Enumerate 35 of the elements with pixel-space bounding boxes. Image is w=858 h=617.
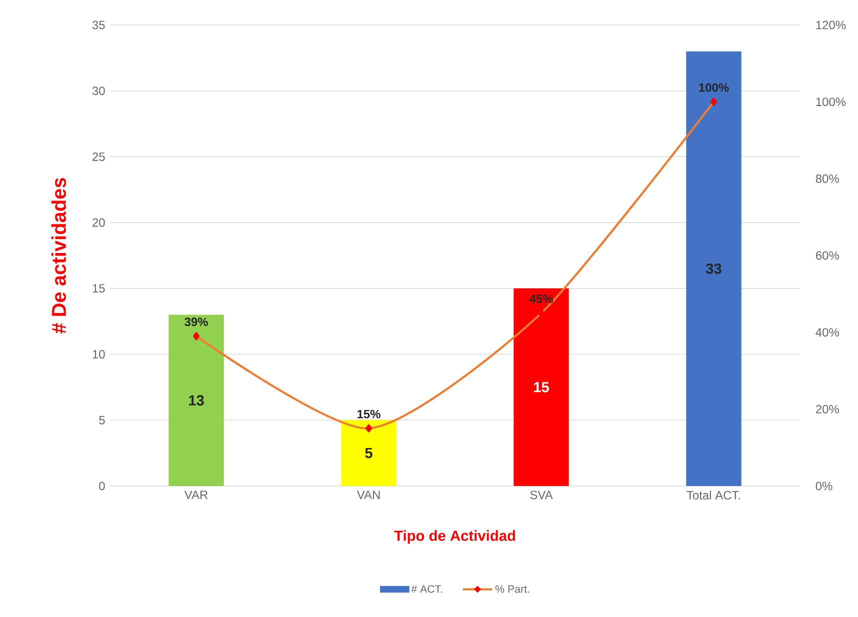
data-label: 100% bbox=[699, 83, 729, 92]
x-tick-label: VAR bbox=[184, 490, 208, 499]
y2-tick-label: 40% bbox=[816, 328, 839, 337]
legend-label: % Part. bbox=[495, 585, 530, 593]
data-label: 39% bbox=[184, 318, 208, 326]
data-label: 15% bbox=[358, 410, 380, 418]
legend-label: # ACT. bbox=[411, 585, 442, 593]
x-tick-label: VAN bbox=[356, 490, 380, 499]
y2-tick-label: 60% bbox=[816, 251, 839, 260]
y2-tick-label: 100% bbox=[816, 98, 846, 106]
x-axis-title: Tipo de Actividad bbox=[394, 530, 516, 544]
data-label: 33 bbox=[706, 263, 722, 274]
data-label: 15 bbox=[534, 382, 549, 392]
y2-tick-label: 0% bbox=[816, 482, 832, 490]
bar bbox=[341, 420, 396, 486]
bar bbox=[514, 288, 569, 486]
data-label: 13 bbox=[189, 395, 204, 406]
data-label: 5 bbox=[365, 448, 372, 458]
bar bbox=[168, 314, 224, 486]
y2-tick-label: 80% bbox=[816, 174, 839, 183]
y-tick-label: 30 bbox=[92, 86, 105, 96]
y-tick-label: 10 bbox=[92, 350, 105, 359]
x-tick-label: SVA bbox=[530, 490, 553, 500]
y-tick-label: 25 bbox=[92, 152, 105, 161]
y-tick-label: 20 bbox=[92, 218, 105, 227]
y-tick-label: 15 bbox=[92, 284, 105, 293]
y-tick-label: 0 bbox=[99, 482, 105, 490]
y-axis-title: # De actividades bbox=[51, 178, 66, 334]
bar bbox=[686, 51, 742, 486]
data-label: 45% bbox=[529, 294, 553, 304]
y2-tick-label: 120% bbox=[816, 20, 846, 30]
y2-tick-label: 20% bbox=[816, 404, 839, 414]
y-tick-label: 5 bbox=[99, 416, 105, 424]
y-tick-label: 35 bbox=[92, 20, 105, 30]
x-tick-label: Total ACT. bbox=[686, 490, 740, 500]
